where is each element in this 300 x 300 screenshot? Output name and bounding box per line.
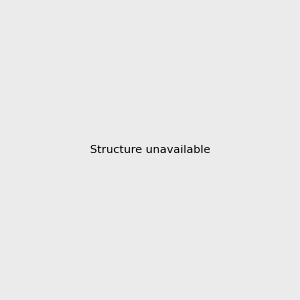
Text: Structure unavailable: Structure unavailable [90, 145, 210, 155]
